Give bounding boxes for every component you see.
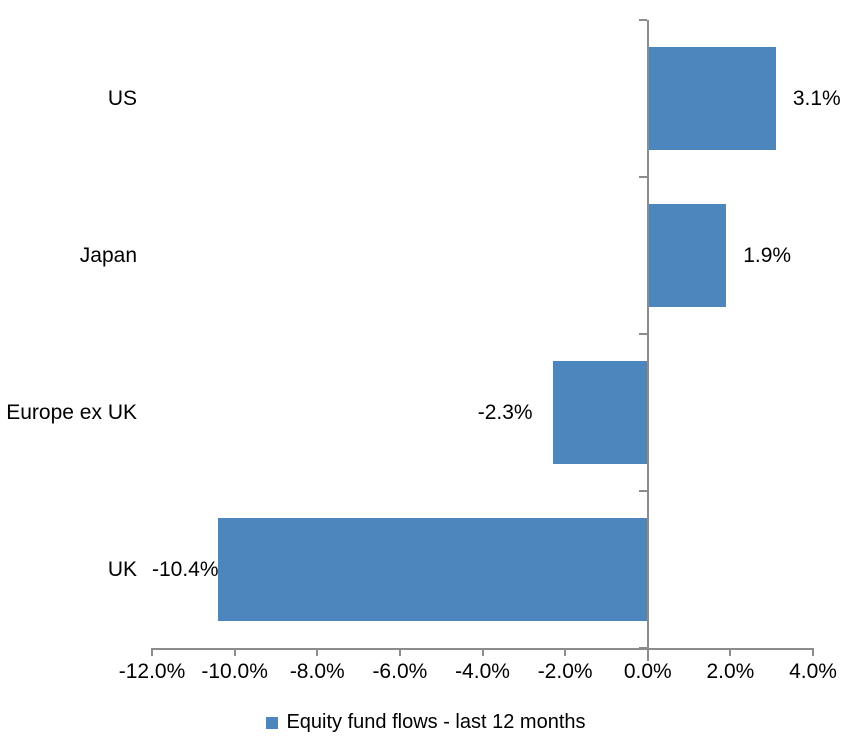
x-axis-tick [398, 650, 401, 656]
y-axis-tick [638, 19, 647, 21]
category-label: UK [107, 557, 137, 581]
x-axis-line [151, 648, 814, 650]
y-axis-line [646, 20, 649, 661]
x-axis-tick [729, 650, 732, 656]
x-tick-label: -2.0% [537, 660, 593, 683]
x-axis-tick [151, 650, 153, 656]
bar [647, 204, 727, 307]
bar-value-label: 1.9% [743, 243, 792, 267]
legend: Equity fund flows - last 12 months [0, 707, 852, 737]
category-label: Europe ex UK [6, 400, 137, 424]
legend-swatch-icon [266, 717, 279, 729]
x-tick-label: 2.0% [706, 660, 755, 683]
x-tick-label: -4.0% [455, 660, 510, 683]
x-tick-label: 4.0% [789, 660, 837, 683]
x-axis-tick [564, 650, 567, 656]
legend-label: Equity fund flows - last 12 months [286, 711, 586, 733]
x-tick-label: -12.0% [118, 660, 186, 683]
y-axis-tick [638, 490, 647, 492]
bar [552, 361, 648, 464]
bar-value-label: 3.1% [792, 86, 841, 110]
y-axis-tick [638, 176, 647, 178]
x-axis-tick [812, 650, 814, 656]
category-label: US [107, 86, 137, 110]
bar [218, 518, 648, 621]
bar-value-label: -10.4% [152, 557, 219, 581]
x-tick-label: -6.0% [372, 660, 428, 683]
x-axis-tick [646, 650, 649, 661]
x-axis-tick [481, 650, 484, 656]
x-tick-label: 0.0% [623, 660, 672, 683]
x-axis-tick [233, 650, 236, 656]
category-label: Japan [79, 243, 137, 267]
y-axis-tick [638, 333, 647, 335]
x-tick-label: -8.0% [289, 660, 345, 683]
bar-value-label: -2.3% [477, 400, 533, 424]
x-axis-tick [316, 650, 319, 656]
bar [647, 47, 776, 150]
x-tick-label: -10.0% [201, 660, 268, 683]
